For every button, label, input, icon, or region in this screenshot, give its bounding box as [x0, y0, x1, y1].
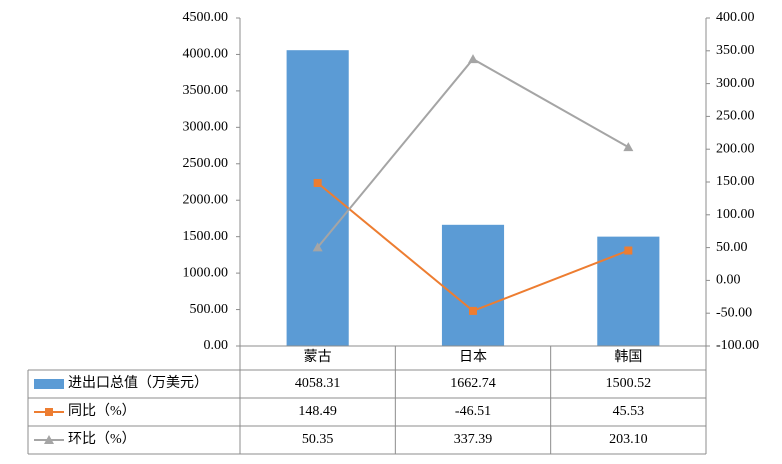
- bar: [286, 50, 349, 346]
- y-tick-label: 3500.00: [183, 83, 229, 98]
- legend-label: 进出口总值（万美元）: [68, 375, 208, 391]
- y2-tick-label: 50.00: [716, 240, 748, 255]
- marker: [624, 246, 633, 255]
- y2-tick-label: 300.00: [716, 76, 755, 91]
- y-tick-label: 0.00: [204, 338, 229, 353]
- legend-marker: [44, 435, 54, 444]
- y2-tick-label: -100.00: [716, 338, 759, 353]
- y2-tick-label: 400.00: [716, 10, 755, 25]
- marker: [623, 142, 634, 152]
- y-tick-label: 4000.00: [183, 47, 229, 62]
- y2-tick-label: 250.00: [716, 109, 755, 124]
- table-value: -46.51: [455, 404, 491, 419]
- y2-tick-label: 100.00: [716, 207, 755, 222]
- y-tick-label: 1000.00: [183, 265, 229, 280]
- bar: [597, 236, 660, 346]
- y-tick-label: 2000.00: [183, 192, 229, 207]
- legend-label: 环比（%）: [68, 431, 136, 447]
- y2-tick-label: -50.00: [716, 305, 752, 320]
- y2-tick-label: 350.00: [716, 43, 755, 58]
- table-value: 148.49: [298, 404, 337, 419]
- table-value: 4058.31: [295, 376, 341, 391]
- y2-tick-label: 150.00: [716, 174, 755, 189]
- y2-tick-label: 0.00: [716, 273, 741, 288]
- y-tick-label: 2500.00: [183, 156, 229, 171]
- y-tick-label: 1500.00: [183, 229, 229, 244]
- legend-label: 同比（%）: [68, 403, 136, 419]
- marker: [313, 178, 322, 187]
- table-value: 203.10: [609, 432, 648, 447]
- legend-marker: [45, 408, 53, 416]
- marker: [312, 242, 323, 252]
- legend-swatch: [34, 379, 64, 389]
- table-value: 45.53: [613, 404, 645, 419]
- y-tick-label: 500.00: [190, 302, 229, 317]
- category-label: 蒙古: [304, 349, 332, 365]
- line: [316, 57, 629, 249]
- marker: [468, 54, 478, 64]
- table-value: 1500.52: [606, 376, 652, 391]
- y-tick-label: 3000.00: [183, 120, 229, 135]
- table-value: 50.35: [302, 432, 334, 447]
- category-label: 韩国: [614, 349, 642, 365]
- category-label: 日本: [459, 349, 487, 365]
- y2-tick-label: 200.00: [716, 141, 755, 156]
- y-tick-label: 4500.00: [183, 10, 229, 25]
- table-value: 1662.74: [450, 376, 496, 391]
- bar: [441, 224, 505, 346]
- marker: [469, 306, 477, 315]
- table-value: 337.39: [454, 432, 493, 447]
